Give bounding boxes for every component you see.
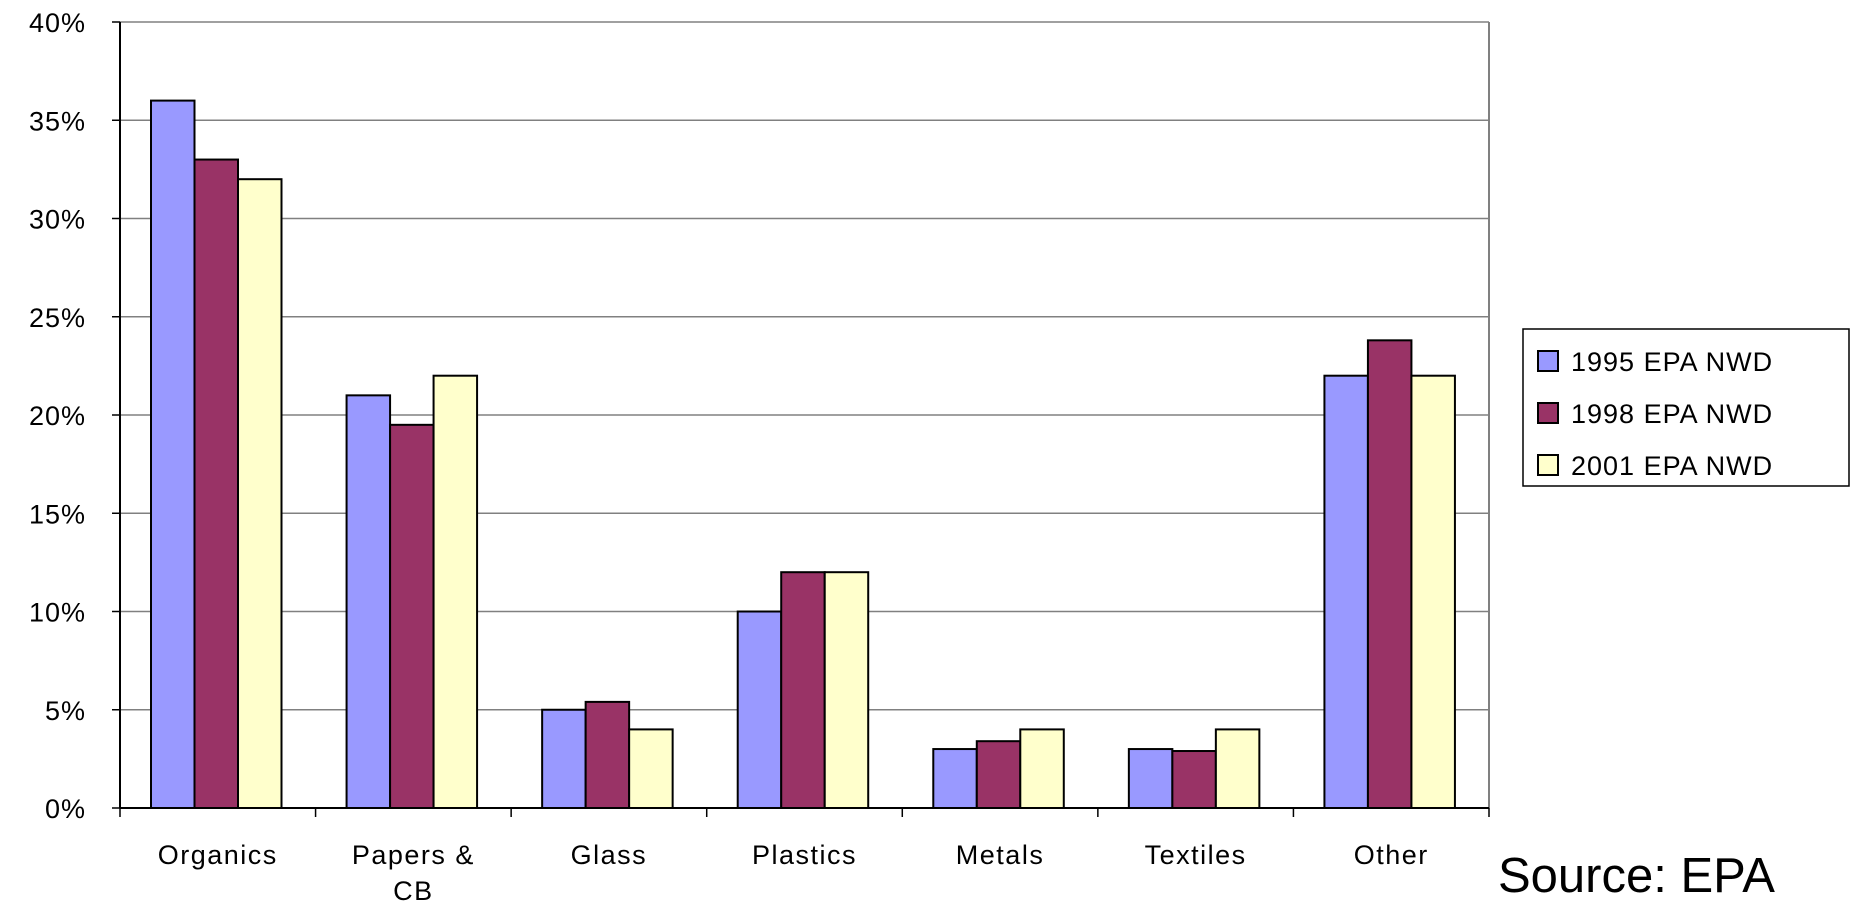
legend-swatch-1 bbox=[1537, 350, 1559, 372]
x-category-label: Other bbox=[1354, 840, 1429, 870]
x-category-label: Plastics bbox=[752, 840, 857, 870]
bar-2-3 bbox=[584, 700, 631, 810]
y-axis-tick-labels: 0% 5% 10% 15% 20% 25% 30% 35% 40% bbox=[29, 8, 86, 824]
bar-3-5 bbox=[1019, 728, 1065, 810]
x-axis-category-labels: Organics Papers & CB Glass Plastics Metals Tex… bbox=[158, 840, 1429, 906]
source-annotation: Source: EPA bbox=[1498, 849, 1775, 903]
legend: 1995 EPA NWD 1998 EPA NWD 2001 EPA NWD bbox=[1522, 328, 1850, 487]
x-category-label: Metals bbox=[956, 840, 1045, 870]
legend-label-1: 1995 EPA NWD bbox=[1571, 347, 1773, 377]
bar-3-7 bbox=[1410, 374, 1456, 809]
axes bbox=[112, 21, 1490, 817]
bar-1-3 bbox=[541, 708, 587, 809]
bar-3-2 bbox=[432, 374, 479, 809]
bar-1-4 bbox=[736, 610, 783, 809]
bar-2-1 bbox=[193, 158, 239, 810]
bar-1-1 bbox=[150, 99, 196, 810]
y-tick-label: 25% bbox=[29, 303, 86, 333]
bar-3-4 bbox=[823, 571, 870, 810]
x-category-label: Glass bbox=[571, 840, 648, 870]
bar-1-5 bbox=[932, 748, 978, 809]
bar-2-4 bbox=[780, 571, 826, 810]
y-tick-label: 35% bbox=[29, 106, 86, 136]
legend-label-2: 1998 EPA NWD bbox=[1571, 399, 1773, 429]
legend-swatch-3 bbox=[1537, 454, 1559, 476]
bar-2-6 bbox=[1171, 750, 1217, 810]
legend-swatch-2 bbox=[1537, 402, 1559, 424]
bar-1-6 bbox=[1127, 748, 1174, 809]
legend-box bbox=[1522, 328, 1850, 487]
x-category-label: Textiles bbox=[1145, 840, 1247, 870]
bar-3-6 bbox=[1214, 728, 1261, 810]
y-tick-label: 5% bbox=[45, 696, 86, 726]
bar-2-5 bbox=[975, 740, 1022, 809]
bar-1-2 bbox=[345, 394, 392, 809]
x-category-label: Organics bbox=[158, 840, 278, 870]
legend-label-3: 2001 EPA NWD bbox=[1571, 451, 1773, 481]
y-tick-label: 15% bbox=[29, 499, 86, 529]
y-tick-label: 0% bbox=[45, 794, 86, 824]
y-tick-label: 40% bbox=[29, 8, 86, 38]
bar-3-3 bbox=[628, 728, 674, 810]
bar-2-2 bbox=[389, 423, 435, 809]
x-category-label: Papers & CB bbox=[352, 840, 475, 906]
y-tick-label: 10% bbox=[29, 598, 86, 628]
y-tick-label: 20% bbox=[29, 401, 86, 431]
bar-3-1 bbox=[237, 178, 283, 809]
bar-2-7 bbox=[1366, 339, 1413, 809]
y-tick-label: 30% bbox=[29, 205, 86, 235]
bars bbox=[150, 99, 1456, 810]
bar-1-7 bbox=[1323, 374, 1369, 809]
